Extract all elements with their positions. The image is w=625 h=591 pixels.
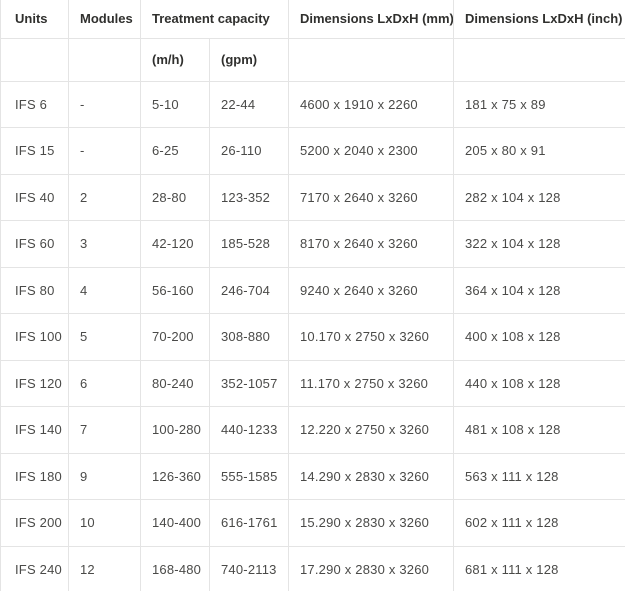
subheader-modules-empty: [68, 37, 141, 82]
table-header: Units Modules Treatment capacity Dimensi…: [0, 0, 625, 82]
cell-capacity-gpm: 123-352: [209, 173, 289, 221]
cell-modules: 3: [68, 220, 141, 268]
table-row: IFS 180 9 126-360 555-1585 14.290 x 2830 x 3…: [0, 452, 625, 500]
table-row: IFS 6-5-10 22-44 4600 x 1910 x 2260 181 x 7…: [0, 80, 625, 128]
cell-dimensions-mm: 4600 x 1910 x 2260: [288, 80, 454, 128]
table-row: IFS 200 10 140-400 616-1761 15.290 x 2830 x …: [0, 499, 625, 547]
cell-capacity-gpm: 185-528: [209, 220, 289, 268]
table-row: IFS 140 7 100-280 440-1233 12.220 x 2750 x 3…: [0, 406, 625, 454]
cell-capacity-gpm: 22-44: [209, 80, 289, 128]
subheader-capacity-gpm: (gpm): [209, 37, 289, 82]
cell-capacity-mh: 28-80: [140, 173, 210, 221]
cell-modules: -: [68, 80, 141, 128]
cell-capacity-gpm: 308-880: [209, 313, 289, 361]
column-header-units: Units: [0, 0, 69, 39]
cell-units: IFS 80: [0, 266, 69, 314]
header-row-main: Units Modules Treatment capacity Dimensi…: [0, 0, 625, 39]
cell-capacity-mh: 6-25: [140, 127, 210, 175]
cell-dimensions-inch: 364 x 104 x 128: [453, 266, 625, 314]
cell-dimensions-mm: 17.290 x 2830 x 3260: [288, 545, 454, 591]
column-header-dimensions-inch: Dimensions LxDxH (inch): [453, 0, 625, 39]
cell-dimensions-mm: 7170 x 2640 x 3260: [288, 173, 454, 221]
cell-dimensions-inch: 481 x 108 x 128: [453, 406, 625, 454]
cell-capacity-mh: 70-200: [140, 313, 210, 361]
table-row: IFS 60 3 42-120 185-528 8170 x 2640 x 3260 32…: [0, 220, 625, 268]
cell-capacity-mh: 80-240: [140, 359, 210, 407]
cell-dimensions-inch: 322 x 104 x 128: [453, 220, 625, 268]
table-row: IFS 240 12 168-480 740-2113 17.290 x 2830 x …: [0, 545, 625, 591]
cell-capacity-mh: 140-400: [140, 499, 210, 547]
cell-capacity-mh: 5-10: [140, 80, 210, 128]
cell-modules: 6: [68, 359, 141, 407]
subheader-capacity-mh: (m/h): [140, 37, 210, 82]
table-row: IFS 40 2 28-80 123-352 7170 x 2640 x 3260 282…: [0, 173, 625, 221]
cell-dimensions-mm: 11.170 x 2750 x 3260: [288, 359, 454, 407]
cell-capacity-gpm: 246-704: [209, 266, 289, 314]
cell-units: IFS 200: [0, 499, 69, 547]
cell-dimensions-mm: 14.290 x 2830 x 3260: [288, 452, 454, 500]
table-row: IFS 120 6 80-240 352-1057 11.170 x 2750 x 32…: [0, 359, 625, 407]
cell-dimensions-inch: 205 x 80 x 91: [453, 127, 625, 175]
cell-capacity-gpm: 555-1585: [209, 452, 289, 500]
cell-dimensions-inch: 563 x 111 x 128: [453, 452, 625, 500]
cell-modules: 5: [68, 313, 141, 361]
cell-modules: 7: [68, 406, 141, 454]
cell-units: IFS 100: [0, 313, 69, 361]
cell-modules: 4: [68, 266, 141, 314]
table-row: IFS 100 5 70-200 308-880 10.170 x 2750 x 326…: [0, 313, 625, 361]
cell-capacity-mh: 168-480: [140, 545, 210, 591]
cell-units: IFS 40: [0, 173, 69, 221]
cell-dimensions-mm: 8170 x 2640 x 3260: [288, 220, 454, 268]
cell-units: IFS 60: [0, 220, 69, 268]
cell-dimensions-inch: 602 x 111 x 128: [453, 499, 625, 547]
cell-units: IFS 120: [0, 359, 69, 407]
cell-dimensions-inch: 282 x 104 x 128: [453, 173, 625, 221]
column-header-modules: Modules: [68, 0, 141, 39]
cell-dimensions-mm: 12.220 x 2750 x 3260: [288, 406, 454, 454]
cell-units: IFS 6: [0, 80, 69, 128]
cell-dimensions-mm: 15.290 x 2830 x 3260: [288, 499, 454, 547]
cell-capacity-mh: 126-360: [140, 452, 210, 500]
cell-dimensions-mm: 5200 x 2040 x 2300: [288, 127, 454, 175]
cell-dimensions-inch: 440 x 108 x 128: [453, 359, 625, 407]
cell-dimensions-mm: 9240 x 2640 x 3260: [288, 266, 454, 314]
table-row: IFS 15-6-25 26-110 5200 x 2040 x 2300 205 x…: [0, 127, 625, 175]
cell-dimensions-inch: 400 x 108 x 128: [453, 313, 625, 361]
cell-capacity-gpm: 26-110: [209, 127, 289, 175]
cell-modules: 10: [68, 499, 141, 547]
cell-modules: -: [68, 127, 141, 175]
cell-modules: 2: [68, 173, 141, 221]
table-row: IFS 80 4 56-160 246-704 9240 x 2640 x 3260 36…: [0, 266, 625, 314]
column-header-dimensions-mm: Dimensions LxDxH (mm): [288, 0, 454, 39]
cell-capacity-mh: 100-280: [140, 406, 210, 454]
cell-capacity-mh: 56-160: [140, 266, 210, 314]
subheader-dim-inch-empty: [453, 37, 625, 82]
cell-dimensions-mm: 10.170 x 2750 x 3260: [288, 313, 454, 361]
subheader-dim-mm-empty: [288, 37, 454, 82]
cell-capacity-gpm: 740-2113: [209, 545, 289, 591]
cell-modules: 9: [68, 452, 141, 500]
cell-units: IFS 15: [0, 127, 69, 175]
header-row-sub: (m/h) (gpm): [0, 37, 625, 82]
cell-units: IFS 240: [0, 545, 69, 591]
cell-modules: 12: [68, 545, 141, 591]
cell-units: IFS 140: [0, 406, 69, 454]
cell-dimensions-inch: 181 x 75 x 89: [453, 80, 625, 128]
cell-capacity-gpm: 440-1233: [209, 406, 289, 454]
cell-units: IFS 180: [0, 452, 69, 500]
table-body: IFS 6-5-10 22-44 4600 x 1910 x 2260 181 x 7…: [0, 80, 625, 591]
cell-dimensions-inch: 681 x 111 x 128: [453, 545, 625, 591]
cell-capacity-mh: 42-120: [140, 220, 210, 268]
subheader-units-empty: [0, 37, 69, 82]
cell-capacity-gpm: 616-1761: [209, 499, 289, 547]
cell-capacity-gpm: 352-1057: [209, 359, 289, 407]
column-header-treatment-capacity: Treatment capacity: [140, 0, 289, 39]
